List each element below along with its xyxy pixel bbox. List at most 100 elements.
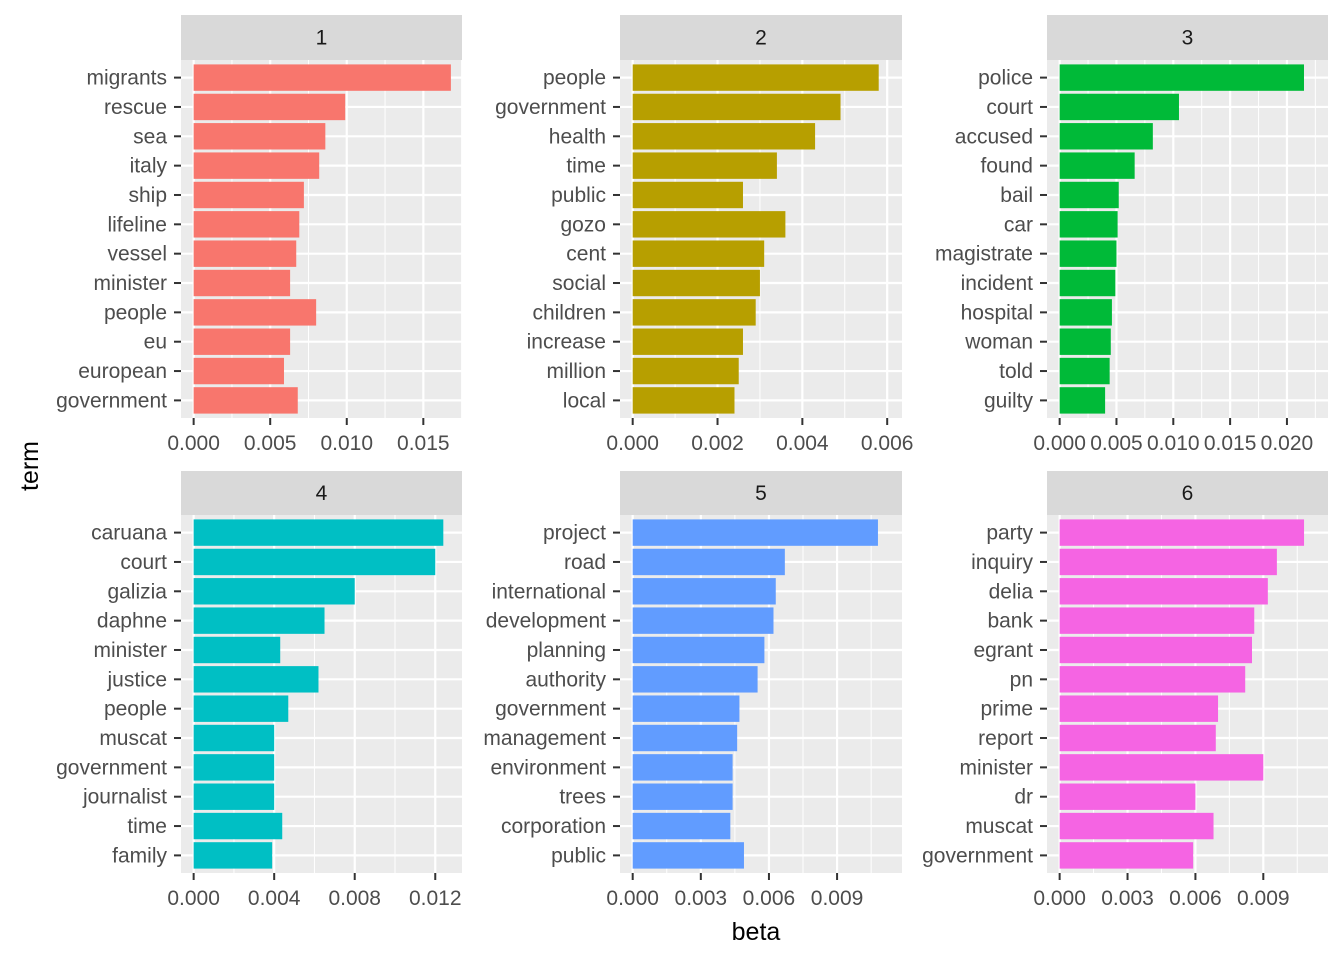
- bar-daphne: [193, 607, 325, 634]
- x-tick-label: 0.000: [1033, 432, 1086, 455]
- term-label: planning: [527, 639, 606, 662]
- bar-corporation: [632, 812, 731, 840]
- term-label: time: [566, 155, 606, 178]
- term-label: development: [486, 610, 606, 633]
- bar-environment: [632, 754, 733, 781]
- x-tick-label: 0.000: [606, 432, 659, 455]
- term-label: gozo: [560, 213, 606, 236]
- bar-hospital: [1059, 299, 1112, 326]
- term-label: bail: [1000, 184, 1033, 207]
- term-label: government: [56, 389, 167, 412]
- bar-public: [632, 181, 743, 209]
- x-tick-label: 0.010: [1147, 432, 1200, 455]
- bar-court: [193, 548, 436, 576]
- bar-italy: [193, 152, 320, 179]
- bar-people: [632, 64, 879, 91]
- bar-road: [632, 548, 785, 576]
- term-label: public: [551, 184, 606, 207]
- facet-panel-2: 2 people government health time public gozo cen…: [495, 15, 913, 455]
- x-tick-label: 0.020: [1261, 432, 1314, 455]
- bar-woman: [1059, 328, 1111, 355]
- bar-million: [632, 357, 739, 385]
- facet-strip: [620, 15, 902, 60]
- term-label: international: [492, 580, 606, 603]
- term-label: management: [483, 727, 606, 750]
- facet-panel-6: 6 party inquiry delia bank egrant pn prime repor…: [922, 471, 1328, 910]
- term-label: trees: [559, 786, 606, 809]
- term-label: court: [986, 96, 1033, 119]
- bar-report: [1059, 724, 1216, 752]
- bar-people: [193, 299, 317, 326]
- x-tick-label: 0.003: [1101, 887, 1154, 910]
- bar-authority: [632, 666, 758, 693]
- x-tick-label: 0.009: [811, 887, 864, 910]
- term-label: prime: [980, 698, 1033, 721]
- x-tick-label: 0.008: [328, 887, 381, 910]
- bar-increase: [632, 328, 743, 355]
- term-label: eu: [144, 331, 167, 354]
- term-label: delia: [989, 580, 1034, 603]
- bar-government: [193, 387, 298, 414]
- term-label: inquiry: [971, 551, 1033, 574]
- bar-social: [632, 269, 760, 297]
- bar-guilty: [1059, 387, 1106, 414]
- facet-strip-label: 5: [755, 482, 767, 505]
- bar-bail: [1059, 181, 1119, 209]
- bar-government: [193, 754, 275, 781]
- bar-project: [632, 519, 878, 546]
- bar-accused: [1059, 123, 1153, 150]
- term-label: vessel: [107, 243, 167, 266]
- term-label: corporation: [501, 815, 606, 838]
- term-label: european: [78, 360, 167, 383]
- bar-found: [1059, 152, 1135, 179]
- x-tick-label: 0.003: [675, 887, 728, 910]
- facet-strip-label: 2: [755, 27, 767, 50]
- bar-public: [632, 842, 744, 869]
- term-label: court: [120, 551, 167, 574]
- term-label: sea: [133, 125, 167, 148]
- bar-justice: [193, 666, 319, 693]
- term-label: environment: [490, 756, 606, 779]
- term-label: time: [127, 815, 167, 838]
- x-tick-label: 0.000: [167, 432, 220, 455]
- term-label: minister: [93, 272, 167, 295]
- term-label: authority: [525, 668, 606, 691]
- facet-strip-label: 1: [316, 27, 328, 50]
- bar-government: [632, 695, 740, 722]
- term-label: health: [549, 125, 606, 148]
- term-label: justice: [106, 668, 167, 691]
- term-label: social: [552, 272, 606, 295]
- facet-strip: [181, 15, 462, 60]
- x-tick-label: 0.015: [397, 432, 450, 455]
- term-label: daphne: [97, 610, 167, 633]
- bar-ship: [193, 181, 304, 209]
- facet-panel-5: 5 project road international development plan…: [483, 471, 902, 910]
- x-tick-label: 0.002: [691, 432, 744, 455]
- term-label: project: [543, 522, 606, 545]
- term-label: government: [495, 96, 606, 119]
- term-label: public: [551, 844, 606, 867]
- y-axis-title: term: [16, 441, 44, 491]
- bar-incident: [1059, 269, 1116, 297]
- bar-european: [193, 357, 284, 385]
- term-label: party: [986, 522, 1033, 545]
- bar-eu: [193, 328, 291, 355]
- bar-minister: [193, 636, 281, 664]
- bar-international: [632, 578, 776, 605]
- bar-galizia: [193, 578, 355, 605]
- bar-bank: [1059, 607, 1255, 634]
- bar-time: [193, 812, 283, 840]
- term-label: ship: [128, 184, 167, 207]
- term-label: accused: [955, 125, 1033, 148]
- x-tick-label: 0.012: [409, 887, 462, 910]
- term-label: local: [563, 389, 606, 412]
- term-label: muscat: [965, 815, 1033, 838]
- term-label: magistrate: [935, 243, 1033, 266]
- bar-people: [193, 695, 289, 722]
- x-axis-title: beta: [732, 918, 781, 946]
- bar-rescue: [193, 93, 346, 121]
- x-tick-label: 0.006: [1169, 887, 1222, 910]
- bar-delia: [1059, 578, 1268, 605]
- bar-planning: [632, 636, 765, 664]
